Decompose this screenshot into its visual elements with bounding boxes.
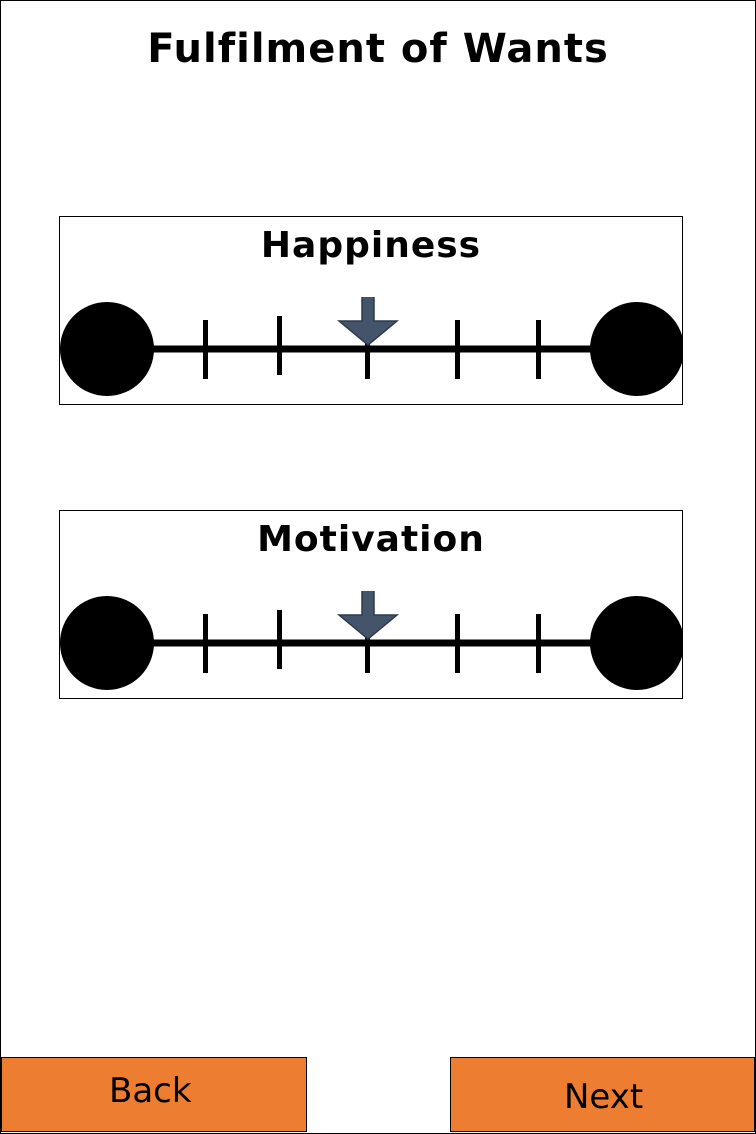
slider-tick [455, 614, 460, 673]
slider-tick [277, 316, 282, 375]
happiness-slider-label: Happiness [260, 225, 482, 266]
slider-max-endpoint[interactable] [590, 596, 683, 690]
page-title: Fulfilment of Wants [147, 26, 609, 72]
down-arrow-icon[interactable] [336, 591, 400, 640]
slider-min-endpoint[interactable] [60, 596, 154, 690]
motivation-slider-label: Motivation [257, 519, 485, 560]
motivation-slider-card: Motivation [59, 510, 683, 699]
slider-min-endpoint[interactable] [60, 302, 154, 396]
slider-tick [536, 320, 541, 379]
slider-max-endpoint[interactable] [590, 302, 683, 396]
back-button[interactable]: Back [1, 1057, 307, 1132]
slider-tick [455, 320, 460, 379]
slider-tick [365, 320, 370, 379]
slider-tick [203, 614, 208, 673]
happiness-slider-card: Happiness [59, 216, 683, 405]
happiness-slider-graphic [60, 297, 683, 396]
motivation-slider-graphic [60, 591, 683, 690]
slider-tick [536, 614, 541, 673]
down-arrow-icon[interactable] [336, 297, 400, 346]
next-button[interactable]: Next [450, 1057, 755, 1132]
happiness-slider[interactable] [60, 297, 683, 397]
slider-tick [277, 610, 282, 669]
slider-tick [203, 320, 208, 379]
motivation-slider[interactable] [60, 591, 683, 691]
slider-tick [365, 614, 370, 673]
